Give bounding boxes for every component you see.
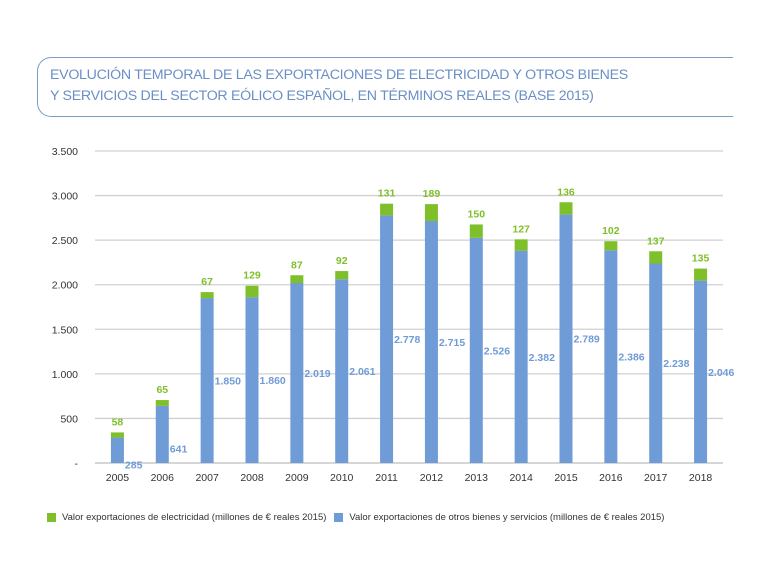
y-tick-label: 500 <box>60 413 78 425</box>
y-tick-label: 1.000 <box>52 369 78 381</box>
bar-other-2016 <box>604 250 618 463</box>
bar-electricity-2010 <box>335 271 349 280</box>
legend-item-electricity: Valor exportaciones de electricidad (mil… <box>47 512 326 523</box>
bar-other-2008 <box>245 297 259 463</box>
bar-other-2006 <box>155 405 169 463</box>
legend-label-other: Valor exportaciones de otros bienes y se… <box>349 512 665 523</box>
bar-other-2005 <box>110 437 124 463</box>
data-label-other: 1.850 <box>215 376 241 388</box>
y-tick-label: 3.500 <box>52 146 78 158</box>
x-tick-label: 2009 <box>285 472 309 484</box>
bar-other-2011 <box>380 215 394 463</box>
bar-electricity-2009 <box>290 275 304 284</box>
bar-other-2015 <box>559 214 573 463</box>
x-axis-ticks: 2005 2006 2007 2008 2009 2010 2011 2012 2013 2014… <box>106 472 713 484</box>
bar-electricity-2015 <box>559 202 573 215</box>
x-tick-label: 2013 <box>465 472 489 484</box>
bars <box>110 202 708 463</box>
data-labels: 58 285 65 641 67 1.850 129 1.860 87 2.019 92 2.061 1… <box>112 186 735 471</box>
x-tick-label: 2006 <box>151 472 175 484</box>
data-label-other: 2.382 <box>529 352 555 364</box>
data-label-other: 2.789 <box>574 334 600 346</box>
data-label-other: 2.019 <box>304 368 330 380</box>
bar-other-2013 <box>469 237 483 463</box>
data-label-electricity: 137 <box>647 235 665 247</box>
data-label-other: 641 <box>170 443 188 455</box>
legend-swatch-other <box>334 513 344 522</box>
y-tick-label: 1.500 <box>52 324 78 336</box>
x-tick-label: 2016 <box>599 472 623 484</box>
bar-electricity-2017 <box>649 251 663 264</box>
legend: Valor exportaciones de electricidad (mil… <box>47 512 672 523</box>
x-tick-label: 2011 <box>375 472 398 484</box>
data-label-electricity: 131 <box>378 188 396 200</box>
data-label-electricity: 102 <box>602 225 620 237</box>
bar-other-2007 <box>200 298 214 463</box>
legend-swatch-electricity <box>47 513 56 522</box>
bar-other-2014 <box>514 250 528 463</box>
data-label-other: 2.046 <box>708 367 734 379</box>
data-label-other: 2.715 <box>439 337 465 349</box>
bar-electricity-2012 <box>424 204 438 221</box>
x-tick-label: 2007 <box>195 472 219 484</box>
bar-other-2009 <box>290 283 304 463</box>
x-tick-label: 2015 <box>554 472 578 484</box>
bar-electricity-2014 <box>514 239 528 251</box>
chart-title-box: EVOLUCIÓN TEMPORAL DE LAS EXPORTACIONES … <box>37 57 733 117</box>
data-label-electricity: 87 <box>291 259 303 271</box>
data-label-electricity: 127 <box>512 223 530 235</box>
bar-other-2017 <box>649 263 663 463</box>
y-axis-ticks: - 500 1.000 1.500 2.000 2.500 3.000 3.500 <box>52 146 79 470</box>
legend-label-electricity: Valor exportaciones de electricidad (mil… <box>62 512 327 523</box>
bar-electricity-2011 <box>380 203 394 216</box>
data-label-electricity: 67 <box>201 276 213 288</box>
data-label-electricity: 129 <box>243 270 261 282</box>
chart-title-line-2: Y SERVICIOS DEL SECTOR EÓLICO ESPAÑOL, E… <box>50 88 594 104</box>
bar-other-2010 <box>335 279 349 463</box>
x-tick-label: 2012 <box>420 472 444 484</box>
bar-electricity-2005 <box>110 432 124 438</box>
data-label-other: 2.238 <box>663 358 689 370</box>
gridlines <box>95 150 723 464</box>
data-label-electricity: 92 <box>336 255 348 267</box>
data-label-electricity: 136 <box>557 186 575 198</box>
x-tick-label: 2017 <box>644 472 668 484</box>
legend-item-other: Valor exportaciones de otros bienes y se… <box>334 512 664 523</box>
data-label-electricity: 58 <box>112 416 124 428</box>
bar-other-2018 <box>694 280 708 463</box>
data-label-electricity: 65 <box>156 384 168 396</box>
data-label-other: 2.526 <box>484 345 510 357</box>
y-tick-label: 3.000 <box>52 191 78 203</box>
data-label-other: 1.860 <box>260 375 286 387</box>
data-label-other: 2.386 <box>618 352 644 364</box>
data-label-other: 2.061 <box>349 366 375 378</box>
x-tick-label: 2008 <box>240 472 264 484</box>
x-tick-label: 2018 <box>689 472 713 484</box>
bar-electricity-2008 <box>245 285 259 298</box>
y-tick-label: - <box>75 458 79 470</box>
x-tick-label: 2005 <box>106 472 130 484</box>
y-tick-label: 2.000 <box>52 280 78 292</box>
data-label-electricity: 150 <box>468 208 486 220</box>
data-label-other: 285 <box>125 459 143 471</box>
data-label-electricity: 135 <box>692 253 710 265</box>
x-tick-label: 2014 <box>509 472 533 484</box>
bar-electricity-2007 <box>200 292 214 299</box>
bar-electricity-2016 <box>604 241 618 251</box>
chart-title-line-1: EVOLUCIÓN TEMPORAL DE LAS EXPORTACIONES … <box>50 67 628 83</box>
data-label-electricity: 189 <box>423 188 441 200</box>
bar-electricity-2006 <box>155 400 169 406</box>
bar-electricity-2018 <box>694 268 708 281</box>
y-tick-label: 2.500 <box>52 235 78 247</box>
x-tick-label: 2010 <box>330 472 354 484</box>
data-label-other: 2.778 <box>394 334 420 346</box>
bar-electricity-2013 <box>469 224 483 238</box>
bar-other-2012 <box>424 220 438 463</box>
